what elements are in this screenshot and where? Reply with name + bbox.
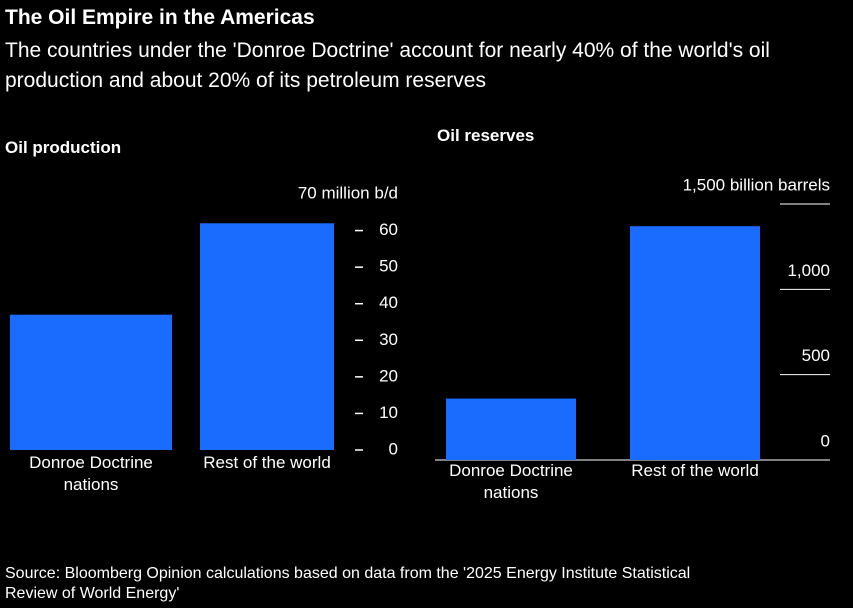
x-tick-label: Donroe Doctrine nations bbox=[449, 461, 573, 502]
y-tick-label: 0 bbox=[389, 439, 398, 458]
source: Source: Bloomberg Opinion calculations b… bbox=[5, 565, 691, 602]
y-tick-label: 0 bbox=[821, 431, 830, 450]
y-tick-label: 50 bbox=[379, 257, 398, 276]
y-tick-label: 1,500 billion barrels bbox=[683, 175, 830, 194]
x-tick-label: Donroe Doctrine nations bbox=[29, 453, 153, 494]
y-tick-label: 10 bbox=[379, 403, 398, 422]
title: The Oil Empire in the Americas bbox=[5, 6, 315, 29]
chart-title: Oil production bbox=[5, 138, 122, 157]
x-tick-label: Rest of the world bbox=[203, 453, 331, 472]
y-tick-label: 30 bbox=[379, 330, 398, 349]
y-tick-label: 500 bbox=[802, 346, 830, 365]
y-tick-label: 60 bbox=[379, 220, 398, 239]
chart-title: Oil reserves bbox=[437, 126, 535, 145]
bar bbox=[200, 223, 334, 450]
bar bbox=[10, 314, 172, 450]
bar bbox=[446, 398, 576, 460]
subtitle: The countries under the 'Donroe Doctrine… bbox=[5, 39, 770, 92]
y-tick-label: 20 bbox=[379, 366, 398, 385]
y-tick-label: 70 million b/d bbox=[298, 183, 398, 202]
bar bbox=[630, 226, 760, 460]
x-tick-label: Rest of the world bbox=[631, 461, 759, 480]
y-tick-label: 1,000 bbox=[787, 261, 830, 280]
y-tick-label: 40 bbox=[379, 293, 398, 312]
